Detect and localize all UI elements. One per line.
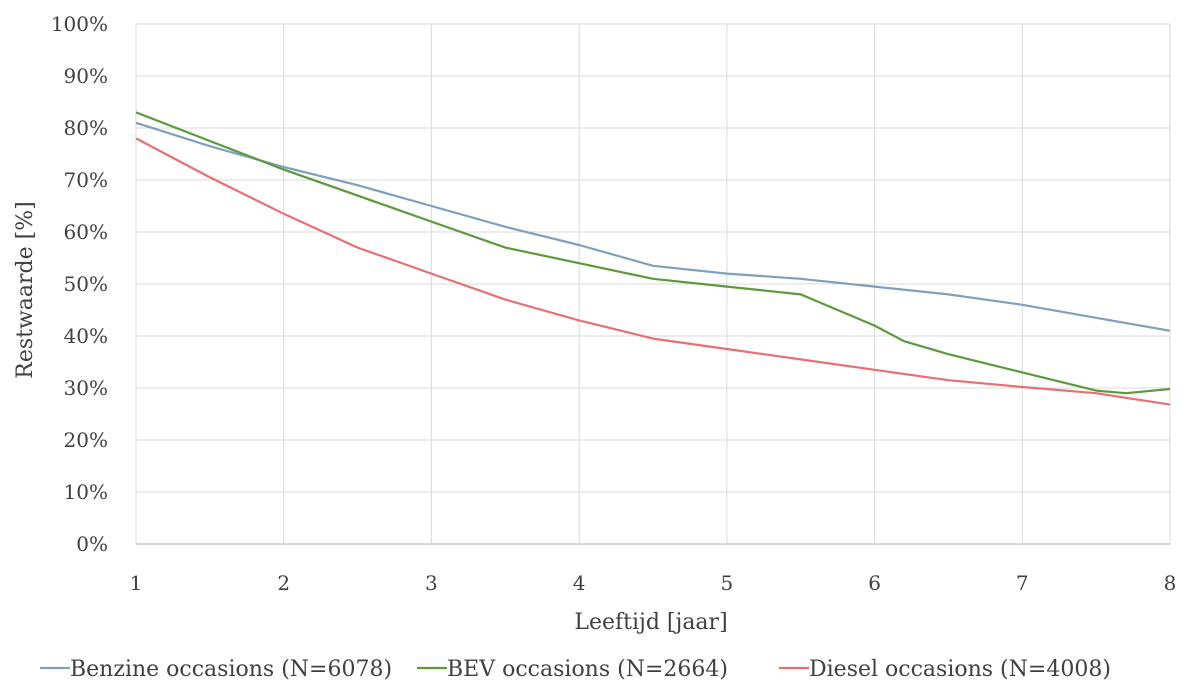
legend-label: Diesel occasions (N=4008) (809, 657, 1111, 682)
series-line-2 (135, 137, 1171, 406)
y-tick-label: 90% (64, 64, 108, 88)
x-tick-label: 6 (868, 571, 881, 595)
x-tick-label: 8 (1164, 571, 1177, 595)
x-tick-label: 3 (425, 571, 438, 595)
x-tick-label: 2 (277, 571, 290, 595)
x-tick-label: 7 (1016, 571, 1029, 595)
legend-label: BEV occasions (N=2664) (447, 657, 728, 682)
legend: Benzine occasions (N=6078) BEV occasions … (40, 657, 1111, 682)
y-tick-label: 80% (64, 116, 108, 140)
y-tick-label: 70% (64, 168, 108, 192)
y-tick-label: 0% (76, 532, 108, 556)
x-tick-label: 5 (720, 571, 733, 595)
y-tick-label: 40% (64, 324, 108, 348)
grid (135, 23, 1171, 545)
x-tick-label: 4 (573, 571, 586, 595)
series-line-0 (135, 121, 1171, 332)
series-group (135, 111, 1171, 406)
series-line-1 (135, 111, 1171, 395)
y-tick-label: 50% (64, 272, 108, 296)
y-tick-label: 100% (51, 12, 108, 36)
y-tick-label: 10% (64, 480, 108, 504)
y-tick-label: 60% (64, 220, 108, 244)
x-axis-title: Leeftijd [jaar] (574, 610, 727, 635)
y-axis-title: Restwaarde [%] (13, 201, 38, 378)
legend-label: Benzine occasions (N=6078) (70, 657, 392, 682)
y-tick-label: 30% (64, 376, 108, 400)
tick-labels: 0% 10% 20% 30% 40% 50% 60% 70% 80% 90% 100% 1 2 3 4 5 6 7… (51, 12, 1177, 595)
y-tick-label: 20% (64, 428, 108, 452)
x-tick-label: 1 (130, 571, 143, 595)
